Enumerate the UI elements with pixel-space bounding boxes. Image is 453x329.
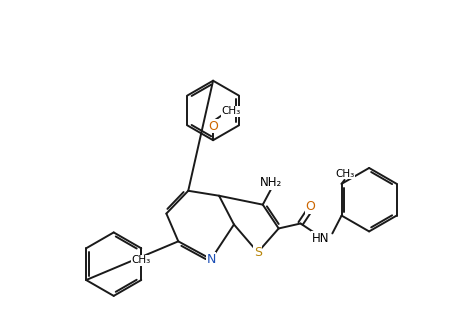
Text: NH₂: NH₂: [260, 176, 282, 190]
Text: S: S: [254, 246, 262, 259]
Text: CH₃: CH₃: [222, 107, 241, 116]
Text: N: N: [207, 253, 216, 266]
Text: CH₃: CH₃: [335, 169, 354, 179]
Text: HN: HN: [312, 232, 329, 245]
Text: O: O: [305, 200, 315, 213]
Text: CH₃: CH₃: [132, 255, 151, 265]
Text: O: O: [208, 120, 218, 133]
